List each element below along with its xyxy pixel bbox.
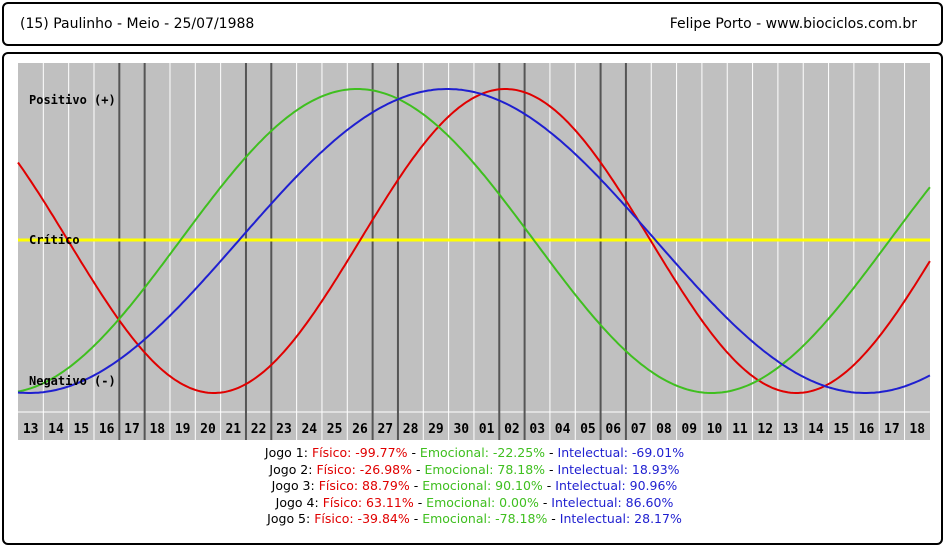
x-tick-label: 16 xyxy=(99,422,115,437)
game-label: Jogo 2: xyxy=(269,461,317,477)
emocional-value: Emocional: 90.10% xyxy=(422,478,547,494)
x-tick-label: 19 xyxy=(175,422,191,437)
intelectual-value: Intelectual: 18.93% xyxy=(557,461,680,477)
fisico-value: Físico: -39.84% xyxy=(314,511,414,527)
game-markers xyxy=(118,63,627,440)
header-title: (15) Paulinho - Meio - 25/07/1988 xyxy=(20,16,255,32)
x-tick-label: 29 xyxy=(428,422,444,437)
x-tick-label: 15 xyxy=(833,422,849,437)
x-tick-label: 07 xyxy=(631,422,647,437)
game-stat-row: Jogo 5: Físico: -39.84% - Emocional: -78… xyxy=(0,511,949,528)
ylabel-positive: Positivo (+) xyxy=(29,93,116,107)
x-tick-label: 30 xyxy=(453,422,469,437)
game-stat-row: Jogo 2: Físico: -26.98% - Emocional: 78.… xyxy=(0,462,949,479)
x-tick-label: 03 xyxy=(529,422,545,437)
x-tick-label: 22 xyxy=(251,422,267,437)
x-tick-labels: 13 14 15 16 17 18 19 20 21 22 23 24 25 26 27 28 29 30 01 02… xyxy=(23,422,925,437)
x-tick-label: 24 xyxy=(301,422,317,437)
fisico-value: Físico: -26.98% xyxy=(316,461,416,477)
intelectual-value: Intelectual: 86.60% xyxy=(551,494,674,510)
game-label: Jogo 1: xyxy=(264,445,312,460)
x-tick-label: 14 xyxy=(48,422,64,437)
x-tick-label: 18 xyxy=(149,422,165,437)
fisico-value: Físico: 88.79% xyxy=(318,478,414,494)
x-tick-label: 05 xyxy=(580,422,596,437)
separator: - xyxy=(542,494,552,510)
game-label: Jogo 5: xyxy=(267,511,315,527)
emocional-value: Emocional: 0.00% xyxy=(426,494,543,510)
separator: - xyxy=(546,478,556,494)
intelectual-value: Intelectual: -69.01% xyxy=(557,445,685,460)
separator: - xyxy=(549,461,558,477)
x-tick-label: 14 xyxy=(808,422,824,437)
separator: - xyxy=(551,511,560,527)
series-lines xyxy=(17,88,931,394)
emocional-value: Emocional: -22.25% xyxy=(419,445,550,460)
x-tick-label: 13 xyxy=(23,422,39,437)
x-tick-label: 04 xyxy=(555,422,571,437)
ylabel-critical: Crítico xyxy=(29,233,80,247)
x-tick-label: 20 xyxy=(200,422,216,437)
emocional-value: Emocional: 78.18% xyxy=(424,461,550,477)
fisico-value: Físico: 63.11% xyxy=(322,494,418,510)
x-tick-label: 09 xyxy=(681,422,697,437)
game-stat-row: Jogo 3: Físico: 88.79% - Emocional: 90.1… xyxy=(0,478,949,495)
game-stat-row: Jogo 4: Físico: 63.11% - Emocional: 0.00… xyxy=(0,495,949,512)
intelectual-value: Intelectual: 28.17% xyxy=(559,511,682,527)
x-tick-label: 18 xyxy=(909,422,925,437)
x-tick-label: 06 xyxy=(605,422,621,437)
intelectual-value: Intelectual: 90.96% xyxy=(555,478,678,494)
series-line xyxy=(17,88,931,394)
x-tick-label: 17 xyxy=(124,422,140,437)
separator: - xyxy=(549,445,558,460)
x-tick-label: 27 xyxy=(377,422,393,437)
series-line xyxy=(17,88,931,394)
x-tick-label: 13 xyxy=(783,422,799,437)
separator: - xyxy=(417,494,427,510)
game-stat-row: Jogo 1: Físico: -99.77% - Emocional: -22… xyxy=(0,445,949,462)
emocional-value: Emocional: -78.18% xyxy=(422,511,552,527)
game-label: Jogo 4: xyxy=(275,494,323,510)
x-tick-label: 08 xyxy=(656,422,672,437)
x-tick-label: 17 xyxy=(884,422,900,437)
x-tick-label: 16 xyxy=(859,422,875,437)
x-tick-label: 15 xyxy=(73,422,89,437)
x-tick-label: 23 xyxy=(276,422,292,437)
header-bar: (15) Paulinho - Meio - 25/07/1988 Felipe… xyxy=(2,2,943,46)
x-tick-label: 11 xyxy=(732,422,748,437)
separator: - xyxy=(411,445,420,460)
x-tick-label: 10 xyxy=(707,422,723,437)
x-tick-label: 02 xyxy=(504,422,520,437)
game-stats: Jogo 1: Físico: -99.77% - Emocional: -22… xyxy=(0,445,949,528)
separator: - xyxy=(413,511,423,527)
x-tick-label: 01 xyxy=(479,422,495,437)
x-tick-label: 28 xyxy=(403,422,419,437)
x-tick-label: 21 xyxy=(225,422,241,437)
separator: - xyxy=(415,461,425,477)
series-line xyxy=(17,88,931,394)
ylabel-negative: Negativo (-) xyxy=(29,374,116,388)
separator: - xyxy=(413,478,423,494)
x-tick-label: 25 xyxy=(327,422,343,437)
game-label: Jogo 3: xyxy=(271,478,319,494)
header-credit: Felipe Porto - www.biociclos.com.br xyxy=(669,16,917,32)
x-tick-label: 26 xyxy=(352,422,368,437)
fisico-value: Físico: -99.77% xyxy=(311,445,412,460)
x-tick-label: 12 xyxy=(757,422,773,437)
